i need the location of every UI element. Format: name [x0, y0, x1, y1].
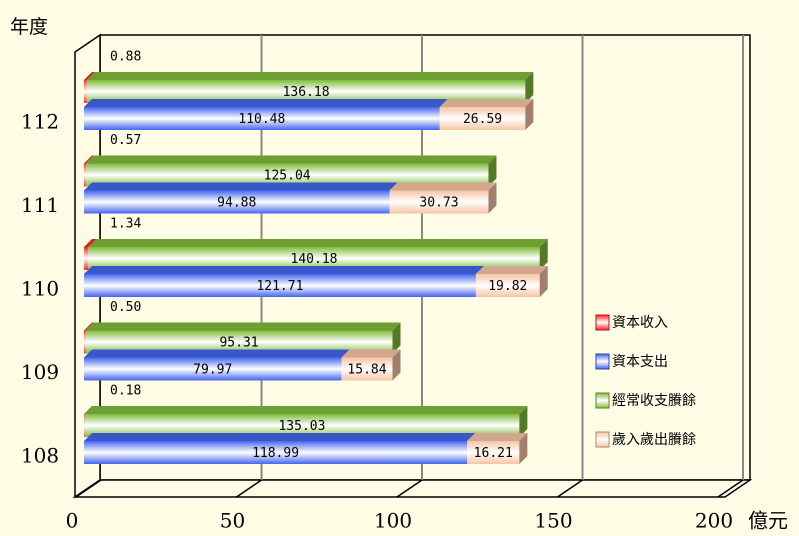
- bar: [439, 107, 526, 130]
- x-tick-label: 50: [220, 509, 245, 533]
- value-label: 136.18: [283, 85, 330, 100]
- value-label: 0.88: [110, 50, 141, 65]
- bar-side: [488, 155, 497, 187]
- value-label: 118.99: [252, 446, 299, 461]
- bar: [88, 247, 540, 270]
- bar-top: [475, 266, 548, 274]
- y-tick-label: 108: [21, 444, 59, 468]
- value-label: 79.97: [193, 363, 232, 378]
- bar-side: [525, 72, 534, 103]
- x-tick-label: 0: [66, 509, 79, 533]
- y-tick-label: 110: [21, 277, 59, 301]
- bar: [84, 357, 342, 381]
- floor-grid-line: [236, 479, 262, 498]
- bar-top: [84, 72, 95, 80]
- bar-top: [84, 99, 448, 107]
- bar-side: [392, 349, 401, 381]
- bar-top: [85, 155, 497, 164]
- legend-label: 歲入歲出賸餘: [612, 431, 696, 448]
- y-tick-label: 111: [21, 193, 59, 217]
- bar: [84, 163, 86, 187]
- value-label: 121.71: [256, 279, 303, 294]
- y-tick-label: 109: [21, 360, 59, 384]
- x-tick-label: 150: [534, 509, 572, 533]
- bar: [86, 80, 526, 103]
- bar-side: [519, 433, 528, 464]
- bar-side: [539, 266, 548, 297]
- bar-top: [389, 182, 497, 191]
- value-label: 140.18: [291, 252, 338, 267]
- legend-swatch: [595, 314, 610, 331]
- value-label: 0.50: [110, 300, 141, 315]
- y-axis-title: 年度: [10, 16, 48, 38]
- bar-top: [84, 155, 94, 164]
- bar: [84, 107, 440, 130]
- bar-side: [392, 322, 401, 354]
- value-label: 0.57: [110, 133, 141, 148]
- bar-top: [439, 99, 534, 107]
- bar-top: [88, 239, 548, 247]
- bar: [389, 190, 489, 214]
- bar-top: [84, 349, 350, 358]
- bar-top: [84, 322, 94, 331]
- bar: [84, 80, 87, 103]
- bar-side: [519, 406, 528, 437]
- value-label: 26.59: [463, 112, 502, 127]
- value-label: 30.73: [419, 196, 458, 211]
- bar: [84, 414, 85, 437]
- value-label: 135.03: [278, 419, 325, 434]
- value-label: 94.88: [217, 196, 256, 211]
- floor-grid-line: [717, 479, 744, 498]
- floor: [72, 479, 753, 498]
- floor-grid-line: [75, 479, 102, 498]
- bar: [84, 190, 390, 214]
- bar-top: [84, 182, 398, 191]
- legend-label: 資本收入: [612, 315, 668, 331]
- bar: [467, 441, 520, 464]
- floor-grid-line: [557, 479, 583, 498]
- legend-label: 經常收支賸餘: [612, 392, 696, 409]
- bar-side: [525, 99, 534, 130]
- value-label: 15.84: [347, 363, 386, 378]
- value-label: 95.31: [219, 336, 258, 351]
- legend-swatch: [595, 353, 610, 370]
- bar-top: [341, 349, 401, 358]
- value-label: 1.34: [110, 217, 141, 232]
- bar: [84, 274, 476, 297]
- bar: [84, 330, 86, 354]
- bar-top: [467, 433, 528, 441]
- bar: [84, 247, 89, 270]
- bar-top: [85, 322, 401, 331]
- bar-side: [488, 182, 497, 214]
- value-label: 125.04: [264, 169, 311, 184]
- floor-grid-line: [396, 479, 423, 498]
- x-axis-title: 億元: [748, 509, 788, 533]
- bar-top: [86, 72, 534, 80]
- value-label: 16.21: [474, 446, 513, 461]
- bar-top: [84, 406, 93, 414]
- bar: [85, 330, 393, 354]
- bar-top: [84, 239, 97, 247]
- value-label: 110.48: [238, 112, 285, 127]
- bar-top: [84, 433, 476, 441]
- legend-label: 資本支出: [612, 354, 668, 370]
- value-label: 0.18: [110, 384, 141, 399]
- bar: [84, 441, 468, 464]
- bar-top: [84, 266, 484, 274]
- legend-swatch: [595, 392, 610, 409]
- value-label: 19.82: [488, 279, 527, 294]
- legend-swatch: [595, 431, 610, 448]
- y-tick-label: 112: [21, 110, 59, 134]
- x-tick-label: 200: [695, 509, 733, 533]
- bar-side: [539, 239, 548, 270]
- x-tick-label: 100: [374, 509, 412, 533]
- bar-top: [84, 406, 528, 414]
- bar: [341, 357, 393, 381]
- bar: [85, 163, 489, 187]
- bar: [84, 414, 520, 437]
- bar: [475, 274, 540, 297]
